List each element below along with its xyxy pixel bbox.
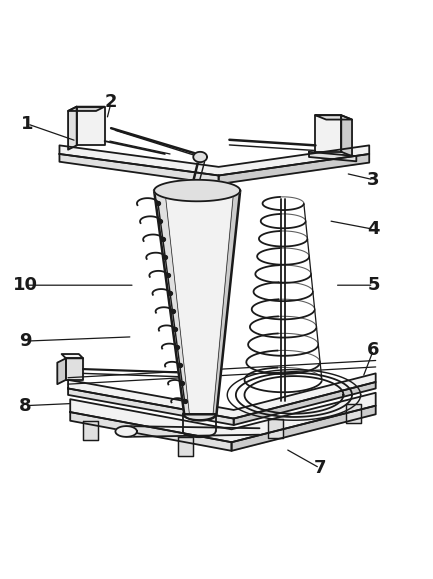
Polygon shape <box>219 154 369 184</box>
Polygon shape <box>68 373 376 419</box>
Polygon shape <box>66 358 83 380</box>
Text: 5: 5 <box>367 276 380 294</box>
Polygon shape <box>59 154 219 184</box>
Polygon shape <box>77 107 105 145</box>
Polygon shape <box>316 115 352 119</box>
Text: 9: 9 <box>19 332 31 350</box>
Polygon shape <box>83 421 98 440</box>
Text: 2: 2 <box>105 93 117 111</box>
Polygon shape <box>68 107 77 150</box>
Polygon shape <box>178 437 193 456</box>
Polygon shape <box>116 426 137 437</box>
Text: 3: 3 <box>367 171 380 189</box>
Text: 8: 8 <box>19 397 31 415</box>
Text: 1: 1 <box>21 115 33 133</box>
Polygon shape <box>341 115 352 156</box>
Polygon shape <box>213 190 240 414</box>
Text: 7: 7 <box>313 459 326 477</box>
Polygon shape <box>268 419 283 438</box>
Polygon shape <box>70 412 232 451</box>
Polygon shape <box>68 389 234 425</box>
Text: 6: 6 <box>367 340 380 359</box>
Text: 10: 10 <box>13 276 38 294</box>
Polygon shape <box>70 393 376 442</box>
Polygon shape <box>234 382 376 425</box>
Polygon shape <box>232 406 376 451</box>
Polygon shape <box>154 190 189 414</box>
Polygon shape <box>154 190 240 414</box>
Polygon shape <box>154 180 240 201</box>
Polygon shape <box>59 145 369 175</box>
Polygon shape <box>309 152 356 162</box>
Polygon shape <box>316 115 341 152</box>
Text: 4: 4 <box>367 220 380 239</box>
Polygon shape <box>183 409 216 420</box>
Polygon shape <box>68 107 105 111</box>
Polygon shape <box>57 358 66 384</box>
Polygon shape <box>61 354 83 358</box>
Polygon shape <box>346 404 361 423</box>
Polygon shape <box>193 152 207 162</box>
